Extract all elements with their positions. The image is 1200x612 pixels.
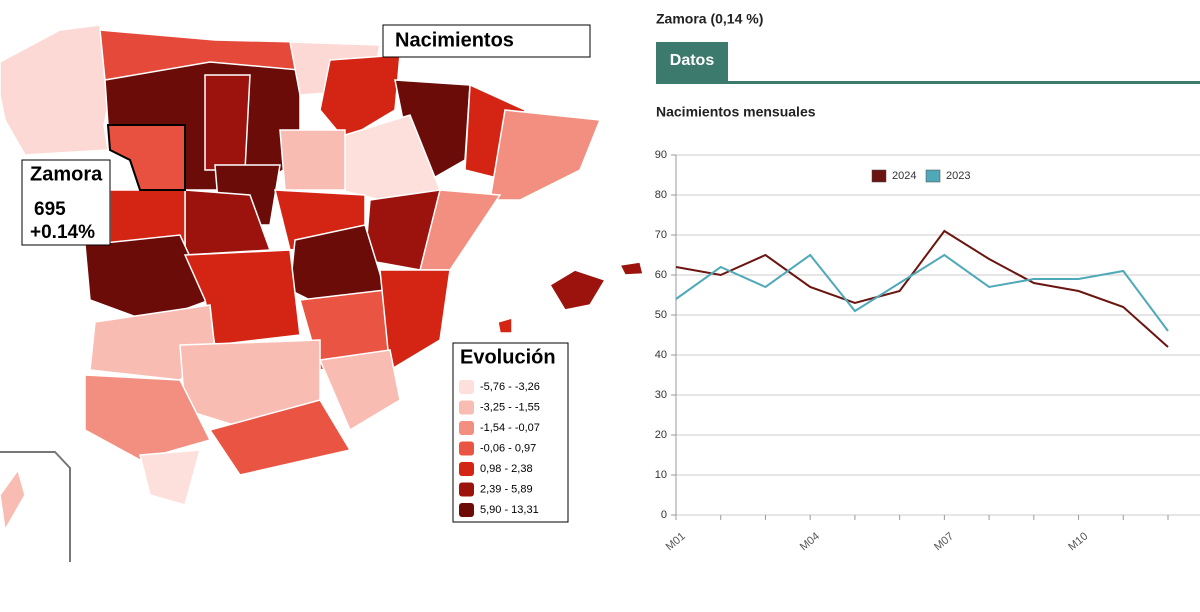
tab-rule (656, 81, 1200, 84)
legend-label: -1,54 - -0,07 (480, 422, 540, 434)
legend-swatch (459, 462, 474, 476)
region (489, 109, 602, 201)
legend-swatch (925, 169, 941, 183)
legend-label: -3,25 - -1,55 (480, 401, 540, 413)
legend-swatch (459, 441, 474, 456)
region (0, 24, 111, 156)
region (139, 449, 202, 506)
x-tick-label: M01 (664, 530, 688, 553)
legend-title: Evolución (460, 346, 556, 368)
line-chart: 0 10 20 30 40 50 60 70 80 90 M01 M04 M07 M10 2024 2023 (655, 149, 1200, 553)
y-tick-label: 20 (655, 429, 667, 441)
map-title-box (382, 24, 591, 58)
legend-swatch (871, 169, 887, 183)
y-tick-label: 60 (655, 269, 667, 281)
region (84, 374, 212, 461)
x-tick-label: M10 (1066, 530, 1090, 553)
map (0, 24, 644, 562)
legend-label: 0,98 - 2,38 (480, 463, 533, 475)
region (379, 269, 451, 372)
legend-label: 2024 (892, 170, 916, 182)
region (318, 349, 401, 432)
x-tick-label: M04 (798, 530, 822, 553)
legend-swatch (459, 503, 474, 517)
legend-label: -0,06 - 0,97 (480, 442, 536, 454)
legend-swatch (459, 400, 474, 415)
legend-label: -5,76 - -3,26 (480, 381, 540, 393)
chart-title: Nacimientos mensuales (656, 104, 816, 120)
legend-swatch (459, 482, 474, 497)
region (279, 129, 346, 191)
x-tick-label: M07 (932, 530, 956, 553)
legend-label: 5,90 - 13,31 (480, 504, 539, 516)
y-tick-label: 30 (655, 389, 667, 401)
callout-name: Zamora (30, 163, 103, 185)
map-legend: -5,76 - -3,26 -3,25 - -1,55 -1,54 - -0,07 -… (459, 380, 540, 517)
map-title: Nacimientos (395, 29, 514, 51)
y-tick-label: 10 (655, 469, 667, 481)
legend-label: 2023 (946, 170, 970, 182)
panel-heading: Zamora (0,14 %) (656, 11, 763, 27)
legend-swatch (459, 421, 474, 435)
y-tick-label: 70 (655, 229, 667, 241)
zamora (106, 124, 186, 191)
tab-label[interactable]: Datos (670, 52, 715, 69)
y-tick-label: 90 (655, 149, 667, 161)
y-tick-label: 40 (655, 349, 667, 361)
region (497, 317, 513, 334)
callout-box (21, 159, 111, 246)
line-series (675, 229, 1169, 348)
legend-label: 2,39 - 5,89 (480, 483, 533, 495)
region (618, 261, 644, 276)
callout-change: +0.14% (30, 222, 95, 243)
region (548, 269, 607, 311)
inset-frame (0, 451, 71, 562)
legend-swatch (459, 380, 474, 394)
y-tick-label: 50 (655, 309, 667, 321)
region (0, 468, 26, 533)
callout-value: 695 (34, 199, 66, 220)
region (208, 399, 352, 476)
y-tick-label: 0 (661, 509, 667, 521)
y-tick-label: 80 (655, 189, 667, 201)
region (183, 249, 301, 346)
region (204, 74, 251, 171)
line-series (675, 253, 1169, 332)
tab[interactable] (656, 42, 728, 82)
